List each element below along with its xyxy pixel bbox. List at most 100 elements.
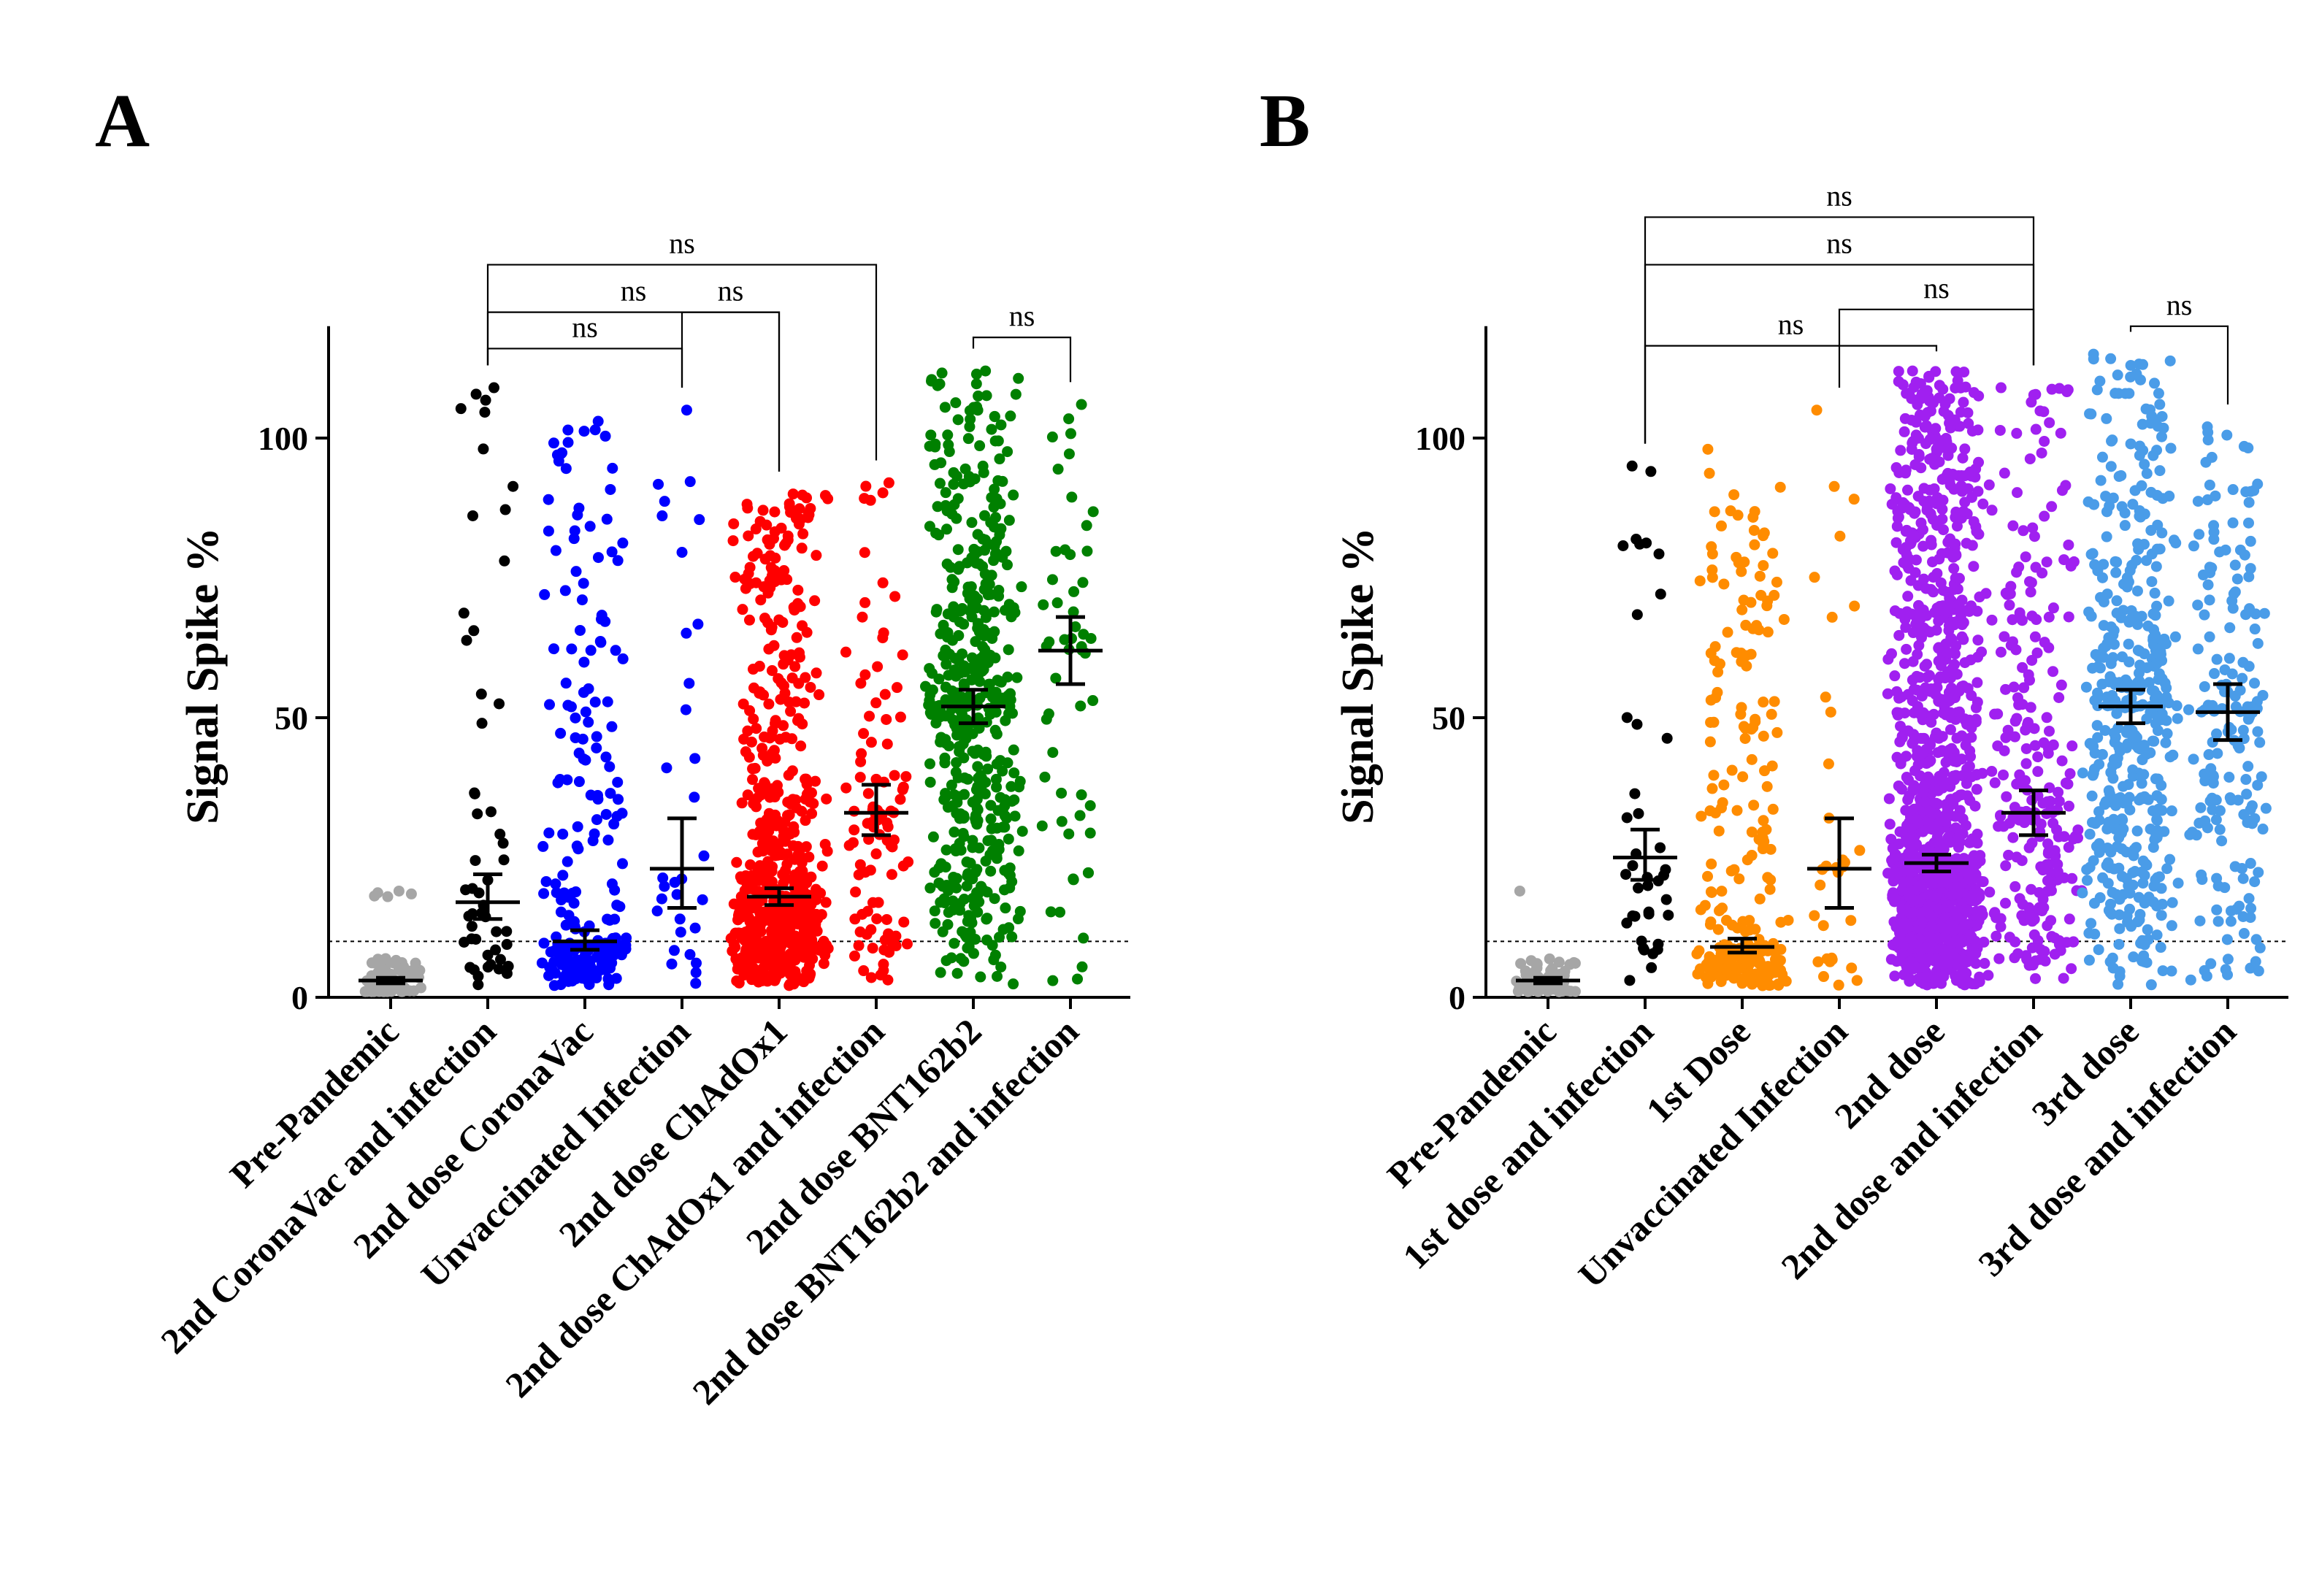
- data-point: [1087, 695, 1099, 707]
- significance-bracket: ns: [1644, 179, 2035, 444]
- data-point: [589, 424, 601, 436]
- data-point: [1039, 771, 1051, 783]
- data-point: [1950, 383, 1961, 394]
- data-point: [1970, 958, 1982, 970]
- data-point: [605, 788, 616, 799]
- data-point: [690, 978, 702, 989]
- data-point: [2066, 740, 2078, 752]
- data-point: [2023, 842, 2035, 853]
- data-point: [924, 758, 936, 770]
- data-point: [684, 476, 696, 488]
- data-point: [1660, 894, 1672, 905]
- data-point: [1003, 644, 1014, 656]
- data-point: [954, 808, 966, 820]
- data-point: [1737, 771, 1749, 783]
- data-point: [1986, 504, 1998, 516]
- data-point: [956, 708, 967, 720]
- data-point: [2169, 631, 2181, 642]
- data-point: [754, 875, 765, 886]
- data-point: [2210, 490, 2221, 502]
- data-point: [988, 606, 1000, 618]
- data-point: [2212, 880, 2224, 891]
- data-point: [2249, 624, 2261, 635]
- data-point: [2098, 620, 2110, 632]
- data-point: [792, 584, 804, 596]
- data-point: [995, 419, 1007, 431]
- median-ci-bar: [1038, 615, 1103, 686]
- data-point: [2111, 556, 2123, 568]
- data-point: [947, 895, 959, 907]
- category-points: [651, 404, 710, 989]
- data-point: [732, 963, 743, 975]
- data-point: [1767, 803, 1779, 815]
- data-point: [940, 710, 951, 722]
- data-point: [1908, 937, 1920, 949]
- data-point: [994, 529, 1005, 541]
- data-point: [986, 491, 997, 503]
- data-point: [1995, 921, 2007, 932]
- data-point: [748, 713, 759, 725]
- data-point: [1968, 561, 1980, 572]
- data-point: [2064, 768, 2076, 780]
- data-point: [985, 799, 997, 811]
- data-point: [2161, 682, 2172, 694]
- data-point: [1973, 390, 1985, 402]
- data-point: [1003, 515, 1015, 526]
- data-point: [1948, 583, 1960, 595]
- data-point: [1631, 718, 1643, 730]
- data-point: [2039, 510, 2050, 522]
- data-point: [754, 515, 766, 527]
- data-point: [1934, 553, 1945, 565]
- data-point: [2042, 838, 2054, 850]
- data-point: [2091, 720, 2103, 732]
- data-point: [2147, 608, 2159, 620]
- data-point: [1960, 820, 1971, 832]
- data-point: [2101, 531, 2112, 542]
- data-point: [2012, 948, 2024, 959]
- data-point: [580, 706, 591, 718]
- data-point: [537, 840, 549, 852]
- data-point: [992, 475, 1004, 486]
- data-point: [2091, 384, 2103, 396]
- data-point: [2151, 489, 2163, 501]
- data-point: [2047, 666, 2059, 678]
- data-point: [1936, 473, 1948, 485]
- data-point: [2241, 789, 2253, 800]
- data-point: [2226, 668, 2238, 680]
- data-point: [1006, 876, 1018, 888]
- data-point: [1910, 416, 1922, 428]
- data-point: [562, 774, 573, 786]
- data-point: [2153, 388, 2164, 399]
- data-point: [1883, 793, 1895, 805]
- data-point: [2063, 611, 2074, 623]
- data-point: [857, 611, 868, 623]
- data-point: [2207, 778, 2219, 789]
- median-ci-bar: [456, 872, 520, 921]
- data-point: [1893, 867, 1904, 879]
- data-point: [2244, 603, 2256, 615]
- data-point: [1728, 489, 1740, 501]
- data-point: [2234, 544, 2246, 556]
- data-point: [2117, 814, 2128, 826]
- data-point: [927, 831, 939, 843]
- data-point: [2250, 934, 2262, 945]
- data-point: [2043, 725, 2055, 737]
- data-point: [990, 512, 1002, 523]
- data-point: [2123, 779, 2134, 791]
- data-point: [992, 675, 1003, 686]
- data-point: [2113, 471, 2125, 483]
- data-point: [2245, 535, 2256, 547]
- data-point: [2017, 899, 2028, 910]
- data-point: [2105, 353, 2117, 364]
- data-point: [856, 748, 867, 759]
- data-point: [1013, 372, 1024, 384]
- data-point: [1747, 623, 1759, 634]
- data-point: [1003, 833, 1014, 845]
- data-point: [1920, 905, 1932, 916]
- data-point: [959, 666, 971, 678]
- data-point: [1732, 922, 1744, 934]
- data-point: [1971, 783, 1982, 795]
- data-point: [1956, 770, 1968, 782]
- data-point: [924, 707, 936, 718]
- data-point: [1081, 520, 1092, 532]
